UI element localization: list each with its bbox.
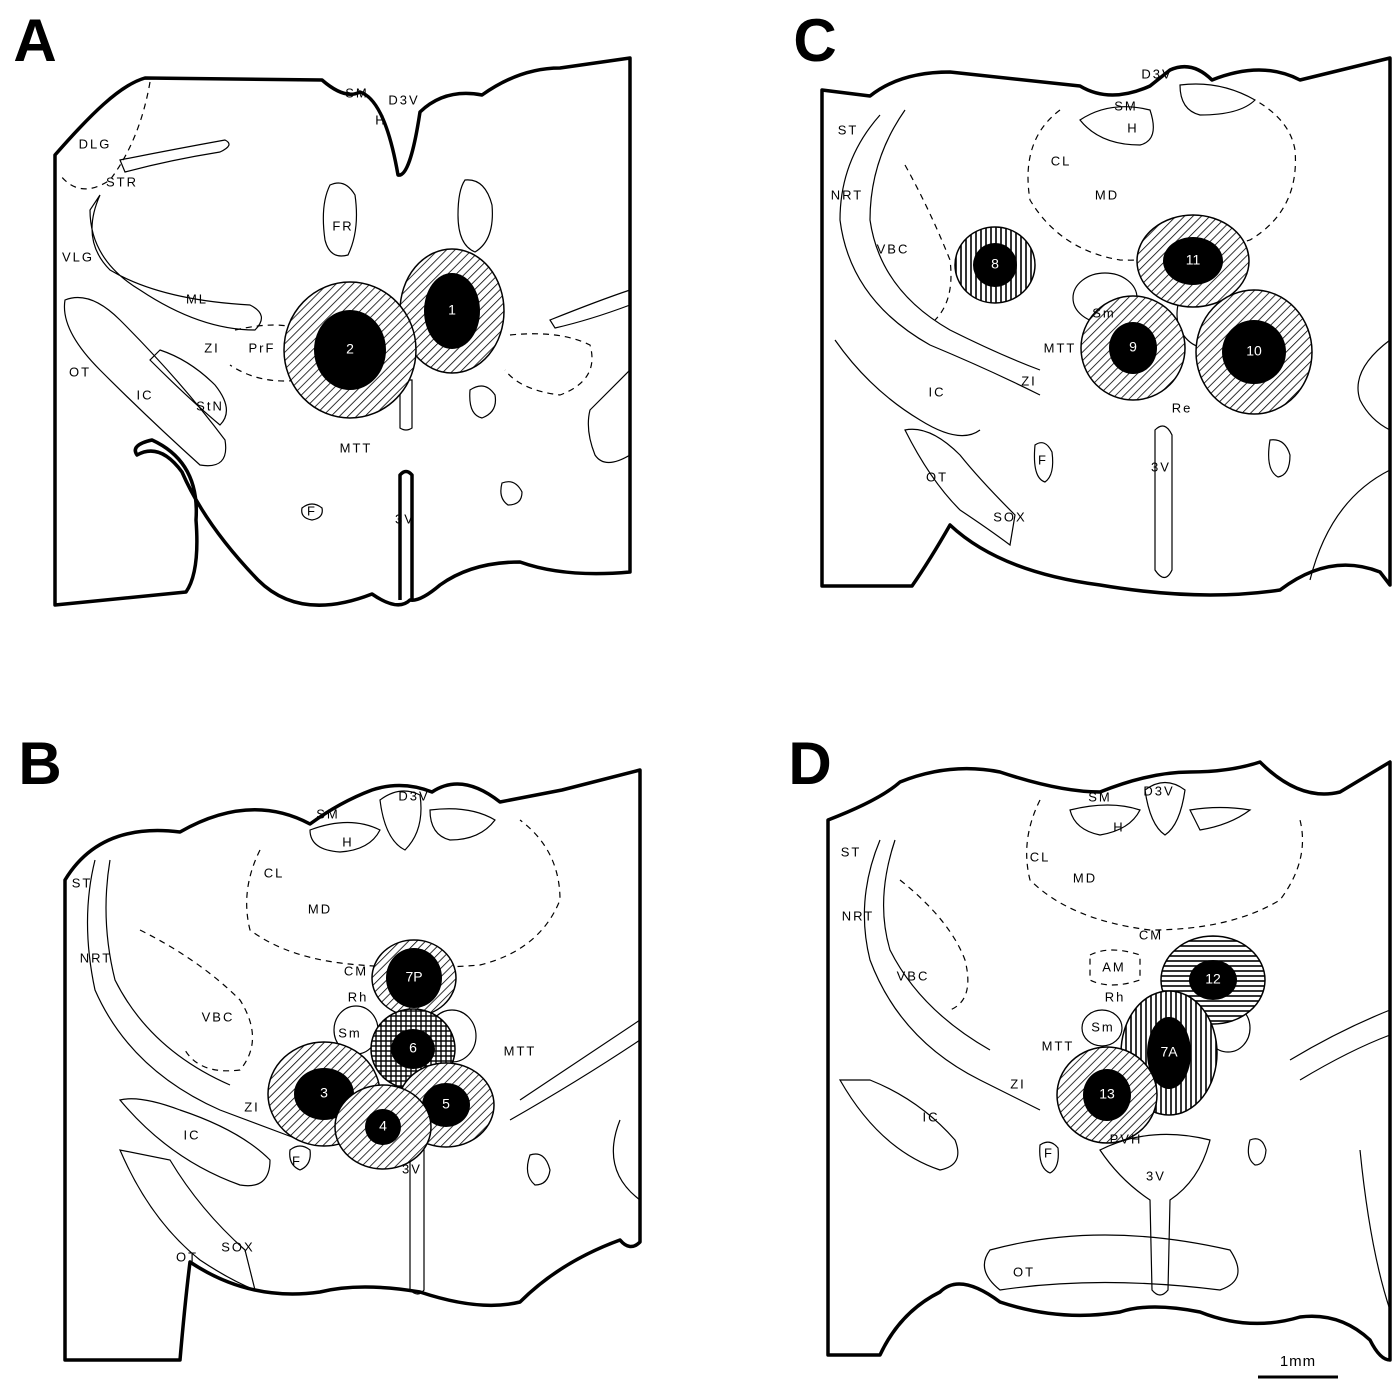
- region-label: AM: [1102, 959, 1126, 974]
- region-label: Re: [1172, 400, 1193, 415]
- lesion-number: 1: [448, 302, 456, 318]
- region-label: F: [292, 1153, 302, 1168]
- region-label: PVH: [1110, 1131, 1143, 1146]
- lesion-number: 4: [379, 1118, 387, 1134]
- region-label: OT: [69, 364, 91, 379]
- region-label: SM: [1088, 789, 1112, 804]
- region-label: Sm: [338, 1025, 362, 1040]
- region-label: 3V: [1146, 1168, 1166, 1183]
- region-label: Sm: [1091, 1019, 1115, 1034]
- region-label: VLG: [62, 249, 94, 264]
- region-label: NRT: [831, 187, 863, 202]
- region-label: F: [1044, 1145, 1054, 1160]
- region-label: Rh: [348, 989, 369, 1004]
- region-label: NRT: [842, 908, 874, 923]
- scale-bar-label: 1mm: [1280, 1353, 1316, 1370]
- region-label: CM: [344, 963, 368, 978]
- region-label: IC: [929, 384, 946, 399]
- lesion-number: 13: [1099, 1086, 1115, 1102]
- region-label: ST: [841, 844, 862, 859]
- region-label: MTT: [340, 440, 373, 455]
- region-label: H: [342, 834, 353, 849]
- region-label: ST: [72, 875, 93, 890]
- region-label: IC: [923, 1109, 940, 1124]
- region-label: ST: [838, 122, 859, 137]
- region-label: STR: [106, 174, 138, 189]
- region-label: ZI: [244, 1099, 260, 1114]
- region-label: 3V: [395, 511, 415, 526]
- region-label: H: [1127, 120, 1138, 135]
- region-label: VBC: [877, 241, 910, 256]
- lesion-number: 7A: [1160, 1044, 1178, 1060]
- lesion-number: 11: [1186, 252, 1201, 268]
- region-label: CL: [264, 865, 285, 880]
- region-label: ZI: [1010, 1076, 1026, 1091]
- region-label: FR: [332, 218, 353, 233]
- region-label: ZI: [204, 340, 220, 355]
- region-label: VBC: [202, 1009, 235, 1024]
- region-label: MD: [1073, 870, 1097, 885]
- region-label: SOX: [221, 1239, 254, 1254]
- region-label: Sm: [1092, 305, 1116, 320]
- region-label: 3V: [1151, 459, 1171, 474]
- lesion-number: 5: [442, 1096, 450, 1112]
- panel-letter: A: [13, 7, 56, 74]
- region-label: MD: [1095, 187, 1119, 202]
- region-label: IC: [137, 387, 154, 402]
- region-label: VBC: [897, 968, 930, 983]
- region-label: MTT: [1044, 340, 1077, 355]
- region-label: SM: [316, 806, 340, 821]
- region-label: 3V: [402, 1161, 422, 1176]
- region-label: ML: [186, 291, 208, 306]
- region-label: D3V: [388, 92, 419, 107]
- region-label: MTT: [504, 1043, 537, 1058]
- region-label: F: [1038, 452, 1048, 467]
- region-label: D3V: [398, 788, 429, 803]
- lesion-number: 3: [320, 1085, 328, 1101]
- lesion-number: 9: [1129, 339, 1137, 355]
- lesion-number: 6: [409, 1040, 417, 1056]
- region-label: NRT: [80, 950, 112, 965]
- region-label: CM: [1139, 927, 1163, 942]
- region-label: OT: [1013, 1264, 1035, 1279]
- region-label: StN: [196, 398, 224, 413]
- region-label: F: [307, 503, 317, 518]
- lesion-number: 12: [1205, 971, 1221, 987]
- region-label: OT: [926, 469, 948, 484]
- lesion-number: 10: [1246, 343, 1262, 359]
- lesion-number: 7P: [405, 969, 422, 985]
- region-label: ZI: [1021, 373, 1037, 388]
- region-label: MD: [308, 901, 332, 916]
- region-label: H: [375, 112, 386, 127]
- region-label: CL: [1051, 153, 1072, 168]
- panel-letter: B: [18, 730, 61, 797]
- lesion-number: 8: [991, 256, 999, 272]
- figure: 128119107P6354127A13 ASMHD3VDLGSTRVLGFRM…: [0, 0, 1398, 1383]
- lesion-number: 2: [346, 341, 354, 357]
- region-label: CL: [1030, 849, 1051, 864]
- region-label: SOX: [993, 509, 1026, 524]
- region-label: PrF: [249, 340, 276, 355]
- panel-letter: C: [793, 7, 836, 74]
- region-label: SM: [1114, 98, 1138, 113]
- region-label: H: [1113, 819, 1124, 834]
- region-label: D3V: [1141, 66, 1172, 81]
- region-label: OT: [176, 1249, 198, 1264]
- region-label: SM: [345, 85, 369, 100]
- region-label: D3V: [1143, 783, 1174, 798]
- region-label: DLG: [79, 136, 112, 151]
- region-label: MTT: [1042, 1038, 1075, 1053]
- region-label: IC: [184, 1127, 201, 1142]
- region-label: Rh: [1105, 989, 1126, 1004]
- panel-letter: D: [788, 730, 831, 797]
